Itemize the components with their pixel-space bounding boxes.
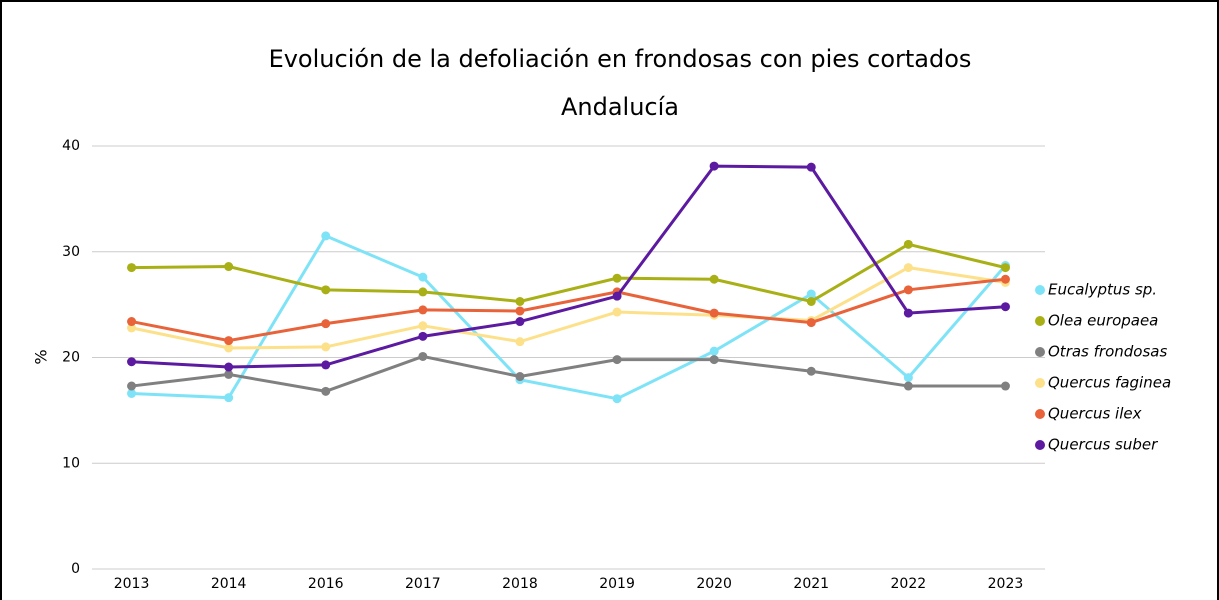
data-point	[418, 331, 428, 341]
data-point	[903, 381, 913, 391]
data-point	[709, 355, 719, 365]
series-line	[131, 164, 1006, 369]
y-tick-label: 30	[62, 244, 80, 260]
data-point	[321, 319, 331, 329]
data-point	[709, 161, 719, 171]
legend-label: Quercus faginea	[1048, 374, 1171, 392]
data-point	[224, 343, 234, 353]
x-tick-label: 2020	[696, 576, 732, 592]
x-tick-label: 2019	[599, 576, 635, 592]
data-point	[612, 307, 622, 317]
data-point	[903, 239, 913, 249]
data-point	[1000, 263, 1010, 273]
legend-marker	[1035, 347, 1045, 357]
data-point	[903, 373, 913, 383]
legend-label: Quercus ilex	[1048, 405, 1142, 423]
data-point	[806, 296, 816, 306]
x-tick-label: 2017	[405, 576, 441, 592]
legend-label: Quercus suber	[1048, 436, 1158, 454]
x-tick-label: 2013	[114, 576, 150, 592]
data-point	[1000, 274, 1010, 284]
data-point	[806, 162, 816, 172]
chart-title: Evolución de la defoliación en frondosas…	[269, 45, 972, 73]
data-point	[903, 308, 913, 318]
x-tick-label: 2021	[793, 576, 829, 592]
data-point	[418, 321, 428, 331]
data-point	[709, 346, 719, 356]
y-axis-label: %	[32, 349, 51, 364]
data-point	[127, 381, 137, 391]
legend-marker	[1035, 440, 1045, 450]
data-point	[224, 262, 234, 272]
data-point	[709, 308, 719, 318]
data-point	[418, 305, 428, 315]
data-point	[1000, 381, 1010, 391]
chart-subtitle: Andalucía	[561, 93, 679, 121]
series-line	[131, 277, 1006, 343]
data-point	[321, 360, 331, 370]
legend-marker	[1035, 378, 1045, 388]
data-point	[127, 317, 137, 327]
data-point	[127, 263, 137, 273]
data-point	[709, 274, 719, 284]
data-point	[612, 394, 622, 404]
data-point	[321, 231, 331, 241]
data-point	[806, 366, 816, 376]
x-tick-label: 2016	[308, 576, 344, 592]
data-point	[127, 388, 137, 398]
data-point	[224, 362, 234, 372]
data-point	[903, 263, 913, 273]
data-point	[321, 342, 331, 352]
legend-marker	[1035, 316, 1045, 326]
series-line	[131, 354, 1006, 393]
data-point	[224, 336, 234, 346]
y-tick-label: 40	[62, 138, 80, 154]
series-line	[131, 266, 1006, 350]
data-point	[321, 386, 331, 396]
series-line	[131, 242, 1006, 304]
data-point	[612, 355, 622, 365]
data-point	[127, 357, 137, 367]
y-tick-label: 20	[62, 350, 80, 366]
legend-label: Eucalyptus sp.	[1048, 281, 1157, 299]
legend-label: Otras frondosas	[1048, 343, 1167, 361]
y-tick-label: 0	[71, 561, 80, 577]
legend-marker	[1035, 285, 1045, 295]
data-point	[515, 296, 525, 306]
data-point	[515, 317, 525, 327]
legend-label: Olea europaea	[1048, 312, 1158, 330]
data-point	[1000, 302, 1010, 312]
data-point	[418, 272, 428, 282]
y-tick-label: 10	[62, 455, 80, 471]
x-tick-label: 2023	[988, 576, 1024, 592]
data-point	[418, 351, 428, 361]
data-point	[515, 337, 525, 347]
x-tick-label: 2022	[891, 576, 927, 592]
x-tick-label: 2014	[211, 576, 247, 592]
data-point	[127, 323, 137, 333]
legend-marker	[1035, 409, 1045, 419]
data-point	[224, 393, 234, 403]
data-point	[321, 285, 331, 295]
data-point	[515, 372, 525, 382]
data-point	[418, 287, 428, 297]
x-tick-label: 2018	[502, 576, 538, 592]
data-point	[903, 285, 913, 295]
series-line	[131, 233, 1007, 401]
data-point	[806, 318, 816, 328]
data-point	[806, 289, 816, 299]
data-point	[612, 291, 622, 301]
data-point	[224, 369, 234, 379]
data-point	[612, 273, 622, 283]
data-point	[515, 306, 525, 316]
